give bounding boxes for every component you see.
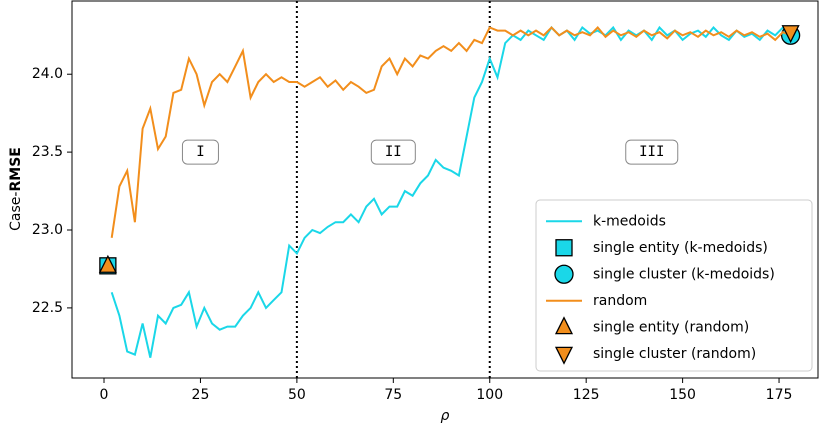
y-label-part: RMSE: [8, 147, 24, 191]
y-tick-label: 23.5: [32, 144, 63, 160]
marker: [98, 254, 117, 273]
x-tick-label: 100: [476, 387, 503, 403]
x-tick-label: 175: [766, 387, 793, 403]
legend-label: single cluster (k-medoids): [593, 266, 775, 282]
x-tick-label: 50: [288, 387, 306, 403]
annotation-box: [625, 139, 679, 165]
series-line: [110, 25, 792, 358]
marker: [554, 316, 574, 335]
marker: [554, 346, 574, 365]
annotation: II: [385, 144, 402, 160]
legend-label: single entity (random): [593, 319, 749, 335]
x-tick-label: 0: [100, 387, 109, 403]
legend-label: k-medoids: [593, 213, 666, 229]
legend-label: single cluster (random): [593, 346, 756, 362]
y-label-part: Case-: [8, 192, 24, 231]
y-tick-label: 22.5: [32, 300, 63, 316]
marker: [781, 25, 800, 44]
annotation: III: [639, 144, 664, 160]
marker: [554, 264, 574, 284]
annotation: I: [196, 144, 204, 160]
legend-label: single entity (k-medoids): [593, 240, 768, 256]
plot-frame: [71, 0, 819, 379]
x-tick-label: 75: [384, 387, 402, 403]
marker: [555, 239, 573, 257]
y-tick-label: 23.0: [32, 222, 63, 238]
x-tick-label: 125: [573, 387, 600, 403]
annotation-box: [181, 139, 219, 165]
legend-box: [535, 199, 813, 372]
y-axis-label: Case-RMSE: [8, 147, 24, 231]
series-line: [110, 26, 791, 238]
legend: k-medoids single entity (k-medoids) single…: [535, 199, 813, 372]
y-tick-label: 24.0: [32, 66, 63, 82]
annotation-box: [370, 139, 416, 165]
x-tick-label: 150: [669, 387, 696, 403]
x-axis-label: ρ: [441, 408, 450, 424]
x-tick-label: 25: [192, 387, 210, 403]
legend-label: random: [593, 293, 647, 309]
